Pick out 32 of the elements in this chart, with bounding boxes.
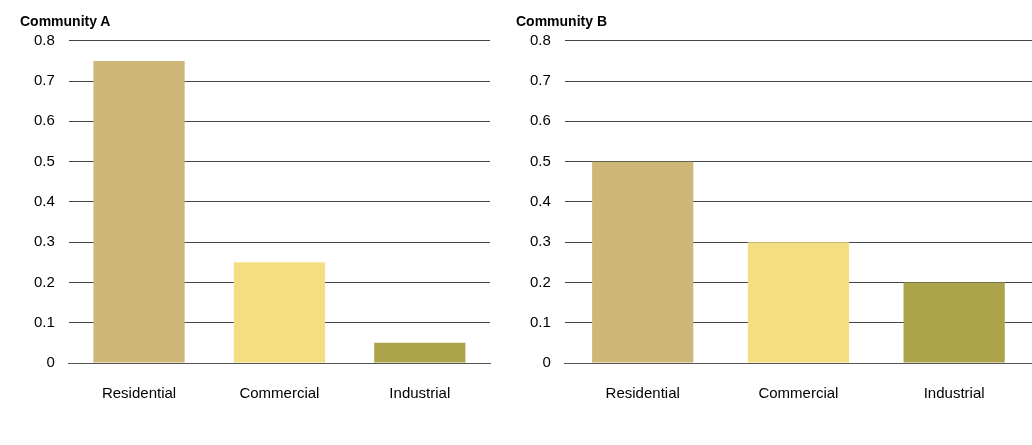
bar bbox=[747, 242, 850, 363]
y-tick-label: 0.8 bbox=[33, 30, 55, 48]
y-tick-label: 0.1 bbox=[529, 312, 551, 330]
y-tick-label: 0.7 bbox=[33, 71, 55, 89]
y-tick-label: 0.8 bbox=[529, 30, 551, 48]
bar bbox=[903, 282, 1005, 363]
x-tick-label: Residential bbox=[101, 384, 177, 402]
y-tick-label: 0 bbox=[46, 353, 55, 371]
x-tick-label: Commercial bbox=[239, 384, 320, 402]
y-tick-label: 0.3 bbox=[529, 232, 551, 250]
y-tick-label: 0.7 bbox=[529, 71, 551, 89]
x-tick-label: Commercial bbox=[758, 384, 839, 402]
y-tick-label: 0.2 bbox=[529, 272, 551, 290]
bar bbox=[374, 342, 466, 363]
x-tick-label: Industrial bbox=[389, 384, 451, 402]
y-tick-label: 0.3 bbox=[33, 232, 55, 250]
y-tick-label: 0.5 bbox=[529, 151, 551, 169]
y-tick-label: 0.1 bbox=[33, 312, 55, 330]
bar bbox=[592, 161, 694, 363]
x-tick-label: Industrial bbox=[923, 384, 985, 402]
y-tick-label: 0 bbox=[542, 353, 551, 371]
y-tick-label: 0.2 bbox=[33, 272, 55, 290]
bar bbox=[93, 60, 185, 363]
chart-title: Community B bbox=[516, 13, 607, 30]
chart-title: Community A bbox=[20, 13, 111, 30]
y-tick-label: 0.4 bbox=[529, 192, 551, 210]
y-tick-label: 0.6 bbox=[33, 111, 55, 129]
y-tick-label: 0.5 bbox=[33, 151, 55, 169]
y-tick-label: 0.4 bbox=[33, 192, 55, 210]
bar bbox=[233, 262, 326, 363]
y-tick-label: 0.6 bbox=[529, 111, 551, 129]
x-tick-label: Residential bbox=[605, 384, 680, 402]
